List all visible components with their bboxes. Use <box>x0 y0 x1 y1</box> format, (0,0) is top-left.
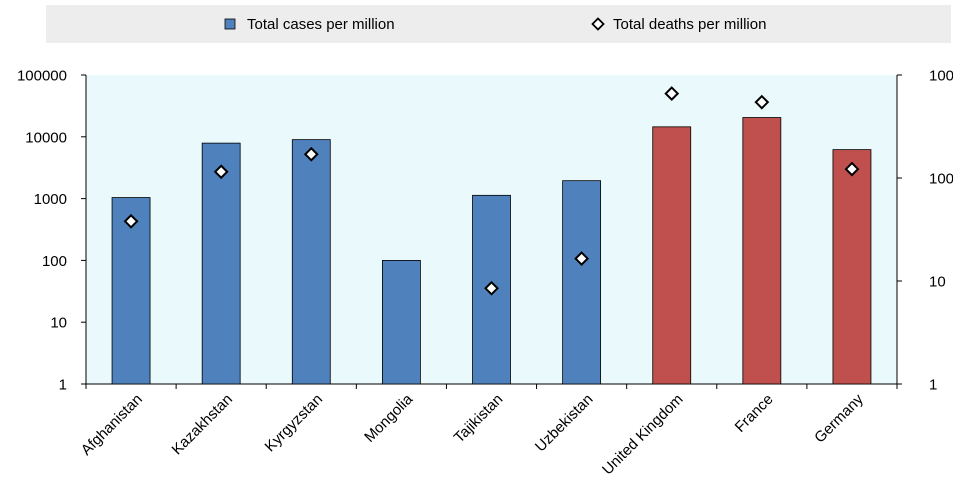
left-tick-label: 10000 <box>25 129 67 146</box>
marker-tajikistan <box>484 280 499 296</box>
plot-area: 1 10 100 1000 10000 100000 1 10 100 1000 Afghanist… <box>17 68 953 479</box>
right-tick-label: 100 <box>929 171 953 188</box>
right-tick-label: 10 <box>929 274 946 291</box>
marker-germany <box>844 161 860 177</box>
marker-united-kingdom <box>664 86 680 102</box>
bar-germany <box>832 149 872 385</box>
left-tick-label: 100 <box>42 253 67 270</box>
marker-kazakhstan <box>213 164 229 180</box>
legend: Total cases per million Total deaths per … <box>46 5 951 43</box>
x-tick-label: Kazakhstan <box>169 391 236 458</box>
left-tick-label: 1 <box>59 377 67 394</box>
right-tick-label: 1000 <box>929 68 953 85</box>
bar-uzbekistan <box>562 180 602 385</box>
right-tick-label: 1 <box>929 377 937 394</box>
x-tick-label: Uzbekistan <box>532 391 596 455</box>
bar-kyrgyzstan <box>291 139 331 385</box>
legend-swatch-cases <box>224 18 236 30</box>
x-tick-label: Tajikistan <box>451 391 507 447</box>
marker-kyrgyzstan <box>303 146 319 162</box>
bar-mongolia <box>381 259 421 385</box>
left-tick-label: 1000 <box>34 191 67 208</box>
legend-swatch-deaths <box>591 17 605 31</box>
x-tick-label: United Kingdom <box>599 391 686 478</box>
x-tick-label: France <box>732 391 777 436</box>
left-tick-label: 100000 <box>17 68 67 85</box>
bar-kazakhstan <box>201 142 241 385</box>
x-tick-label: Mongolia <box>361 390 417 446</box>
bar-united-kingdom <box>652 126 692 385</box>
legend-label-deaths: Total deaths per million <box>613 16 766 33</box>
legend-label-cases: Total cases per million <box>247 16 395 33</box>
x-tick-label: Kyrgyzstan <box>262 391 326 455</box>
marker-france <box>754 94 770 110</box>
bar-france <box>742 117 782 385</box>
left-tick-label: 10 <box>50 315 67 332</box>
legend-background <box>46 5 951 43</box>
marker-uzbekistan <box>574 251 590 267</box>
x-tick-label: Germany <box>811 390 867 446</box>
marker-afghanistan <box>123 213 139 229</box>
x-tick-label: Afghanistan <box>78 391 146 459</box>
